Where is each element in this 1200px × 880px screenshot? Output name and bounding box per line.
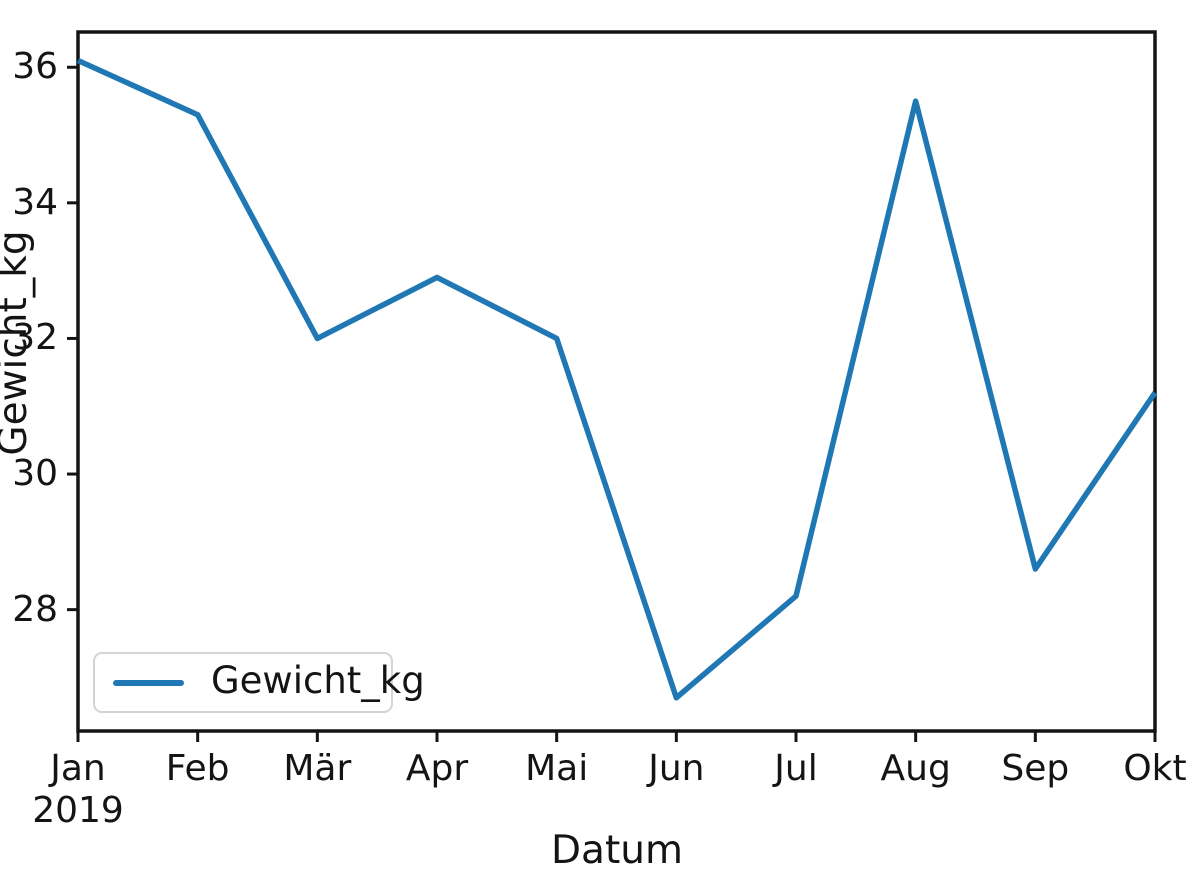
y-tick-label: 30	[12, 453, 58, 495]
x-tick-label: Jun	[648, 748, 705, 789]
data-line-gewicht-kg	[76, 57, 1158, 701]
x-tick-label: Apr	[405, 748, 469, 789]
y-tick-label: 32	[12, 317, 58, 359]
x-tick-label: Mai	[525, 748, 589, 789]
legend-box: Gewicht_kg	[93, 652, 425, 713]
x-tick-label: Sep	[1001, 748, 1070, 789]
legend-line-swatch	[113, 679, 184, 686]
y-tick-label: 28	[12, 588, 58, 630]
legend-series-label: Gewicht_kg	[211, 658, 425, 702]
x-tick-label: Mär	[283, 748, 352, 789]
plot-frame	[76, 30, 1157, 733]
y-tick-label: 36	[12, 46, 58, 88]
x-tick-label: Okt	[1123, 748, 1187, 789]
y-tick-label: 34	[12, 181, 58, 223]
x-axis-label: Datum	[551, 828, 683, 873]
x-tick-sublabel: 2019	[32, 790, 124, 831]
y-axis-label: Gewicht_kg	[0, 230, 36, 456]
x-tick-label: Feb	[165, 748, 230, 789]
x-tick-label: Aug	[880, 748, 951, 789]
x-tick-label: Jan 2019	[8, 748, 148, 832]
x-tick-label: Jul	[774, 748, 818, 789]
